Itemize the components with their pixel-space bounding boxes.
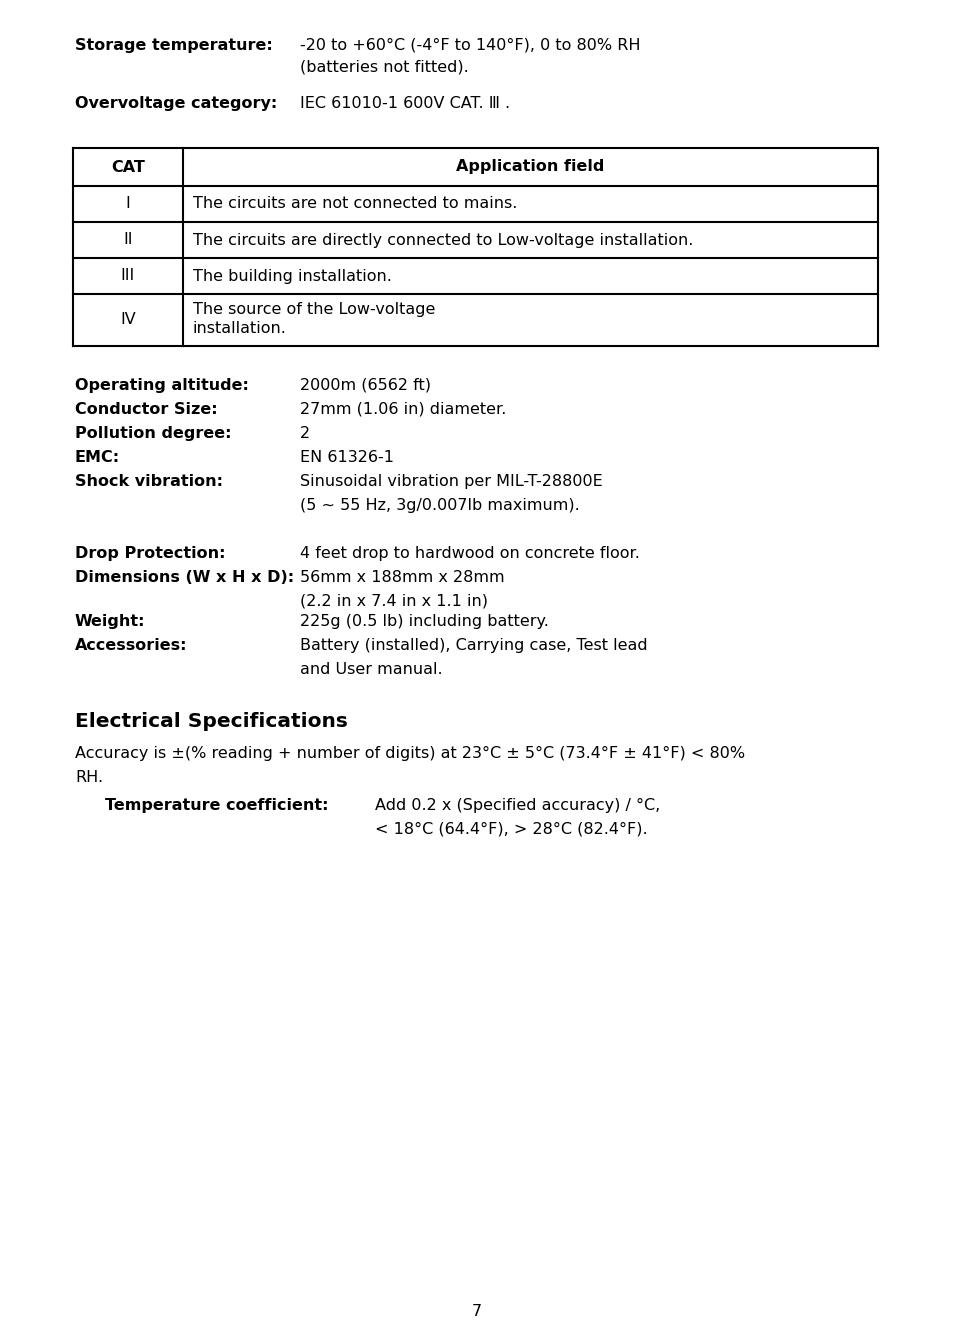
Text: -20 to +60°C (-4°F to 140°F), 0 to 80% RH: -20 to +60°C (-4°F to 140°F), 0 to 80% R… [299,39,639,53]
Text: Temperature coefficient:: Temperature coefficient: [105,798,328,813]
Text: Drop Protection:: Drop Protection: [75,546,225,561]
Text: Accessories:: Accessories: [75,638,188,653]
Text: The building installation.: The building installation. [193,269,392,284]
Text: III: III [121,269,135,284]
Text: (batteries not fitted).: (batteries not fitted). [299,60,468,75]
Text: installation.: installation. [193,321,287,336]
Text: Operating altitude:: Operating altitude: [75,378,249,393]
Text: EN 61326-1: EN 61326-1 [299,450,394,465]
Text: (2.2 in x 7.4 in x 1.1 in): (2.2 in x 7.4 in x 1.1 in) [299,594,488,609]
Text: Application field: Application field [456,160,604,174]
Text: 4 feet drop to hardwood on concrete floor.: 4 feet drop to hardwood on concrete floo… [299,546,639,561]
Text: CAT: CAT [111,160,145,174]
Text: < 18°C (64.4°F), > 28°C (82.4°F).: < 18°C (64.4°F), > 28°C (82.4°F). [375,822,647,836]
Text: II: II [123,233,132,248]
Text: 56mm x 188mm x 28mm: 56mm x 188mm x 28mm [299,570,504,585]
Text: IEC 61010-1 600V CAT. Ⅲ .: IEC 61010-1 600V CAT. Ⅲ . [299,96,510,111]
Text: Pollution degree:: Pollution degree: [75,426,232,441]
Text: Sinusoidal vibration per MIL-T-28800E: Sinusoidal vibration per MIL-T-28800E [299,474,602,489]
Text: (5 ~ 55 Hz, 3g/0.007lb maximum).: (5 ~ 55 Hz, 3g/0.007lb maximum). [299,498,579,513]
Text: and User manual.: and User manual. [299,662,442,677]
Text: 27mm (1.06 in) diameter.: 27mm (1.06 in) diameter. [299,402,506,417]
Text: 2000m (6562 ft): 2000m (6562 ft) [299,378,431,393]
Text: Add 0.2 x (Specified accuracy) / °C,: Add 0.2 x (Specified accuracy) / °C, [375,798,659,813]
Text: Overvoltage category:: Overvoltage category: [75,96,277,111]
Text: I: I [126,197,131,212]
Text: EMC:: EMC: [75,450,120,465]
Text: RH.: RH. [75,770,103,785]
Text: IV: IV [120,313,135,328]
Text: The circuits are directly connected to Low-voltage installation.: The circuits are directly connected to L… [193,233,693,248]
Text: The source of the Low-voltage: The source of the Low-voltage [193,302,435,317]
Text: Shock vibration:: Shock vibration: [75,474,223,489]
Text: 7: 7 [472,1304,481,1319]
Text: Conductor Size:: Conductor Size: [75,402,217,417]
Text: The circuits are not connected to mains.: The circuits are not connected to mains. [193,197,517,212]
Text: Electrical Specifications: Electrical Specifications [75,713,348,731]
Text: Accuracy is ±(% reading + number of digits) at 23°C ± 5°C (73.4°F ± 41°F) < 80%: Accuracy is ±(% reading + number of digi… [75,746,744,761]
Text: Storage temperature:: Storage temperature: [75,39,273,53]
Text: Dimensions (W x H x D):: Dimensions (W x H x D): [75,570,294,585]
Text: Weight:: Weight: [75,614,146,629]
Text: 225g (0.5 lb) including battery.: 225g (0.5 lb) including battery. [299,614,548,629]
Text: 2: 2 [299,426,310,441]
Text: Battery (installed), Carrying case, Test lead: Battery (installed), Carrying case, Test… [299,638,647,653]
